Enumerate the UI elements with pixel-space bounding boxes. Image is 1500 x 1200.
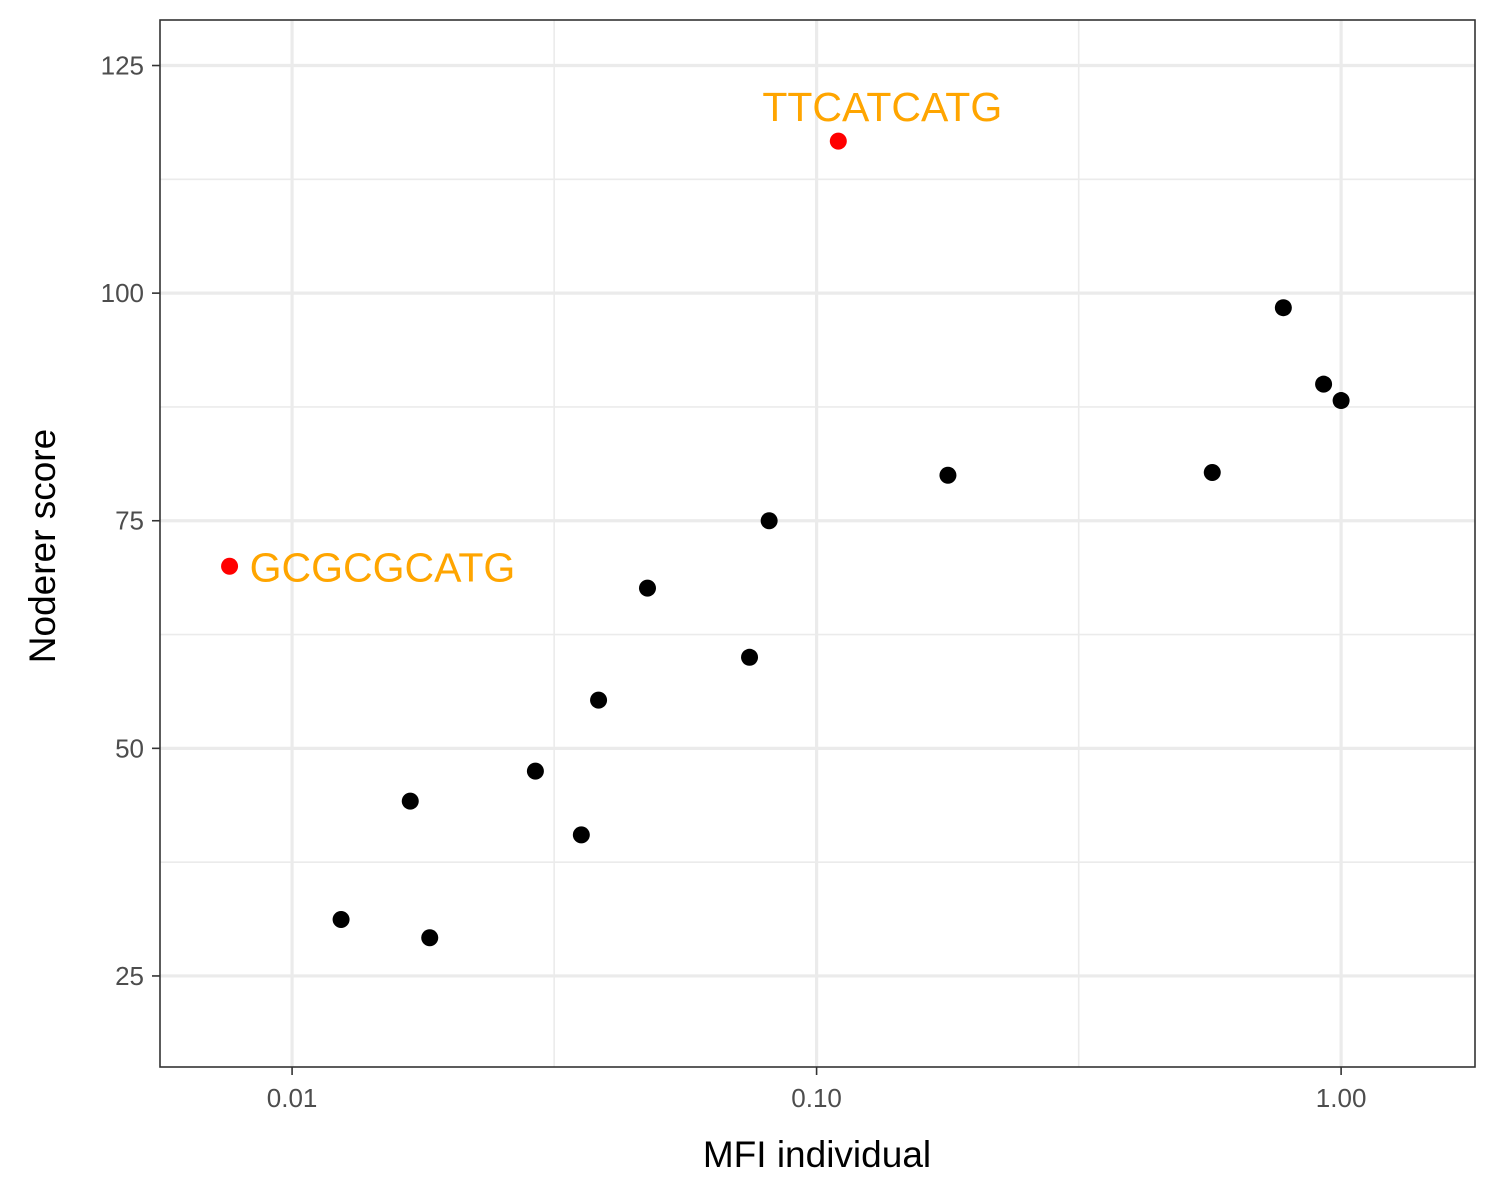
data-point <box>638 579 656 597</box>
data-point <box>401 792 419 810</box>
data-point <box>421 929 439 947</box>
data-point <box>1274 299 1292 317</box>
point-label: TTCATCATG <box>762 84 1002 130</box>
y-tick-label: 75 <box>115 506 144 536</box>
y-tick-label: 100 <box>101 278 144 308</box>
data-point <box>1315 375 1333 393</box>
highlighted-points: TTCATCATG GCGCGCATG <box>221 84 1002 590</box>
x-tick-label: 1.00 <box>1316 1083 1367 1113</box>
data-point <box>332 911 350 929</box>
data-point <box>590 691 608 709</box>
data-point <box>1332 392 1350 410</box>
data-point <box>760 512 778 530</box>
x-tick-label: 0.10 <box>791 1083 842 1113</box>
major-gridlines <box>160 20 1475 1067</box>
y-tick-label: 125 <box>101 51 144 81</box>
x-axis-title: MFI individual <box>703 1134 931 1175</box>
y-tick-label: 50 <box>115 733 144 763</box>
highlighted-data-point <box>221 557 239 575</box>
data-point <box>526 762 544 780</box>
data-point <box>741 648 759 666</box>
x-tick-label: 0.01 <box>267 1083 318 1113</box>
data-point <box>939 466 957 484</box>
data-points <box>332 299 1350 947</box>
y-tick-label: 25 <box>115 961 144 991</box>
y-axis-ticks: 25 50 75 100 125 <box>101 51 160 991</box>
y-axis-title: Noderer score <box>22 429 63 663</box>
x-axis-ticks: 0.01 0.10 1.00 <box>267 1067 1367 1113</box>
highlighted-data-point <box>829 132 847 150</box>
point-label: GCGCGCATG <box>250 544 516 590</box>
panel-border <box>159 19 1476 1068</box>
data-point <box>1203 463 1221 481</box>
data-point <box>572 826 590 844</box>
